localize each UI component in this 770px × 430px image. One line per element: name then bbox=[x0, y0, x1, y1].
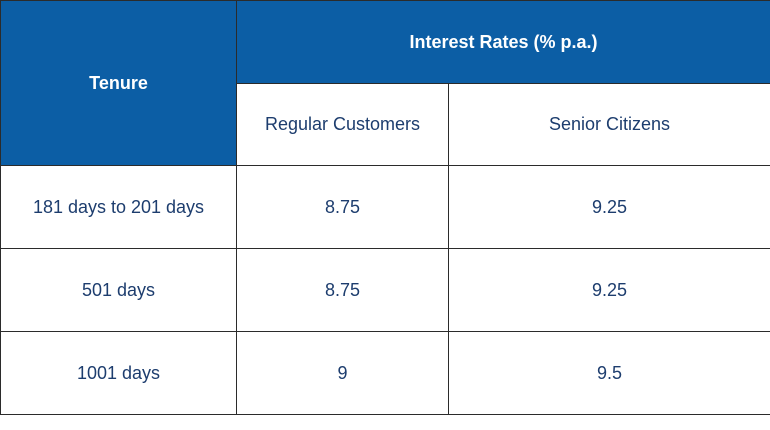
header-row: Tenure Interest Rates (% p.a.) bbox=[0, 0, 770, 166]
tenure-cell: 501 days bbox=[0, 248, 237, 332]
tenure-cell: 181 days to 201 days bbox=[0, 165, 237, 249]
data-row: 181 days to 201 days 8.75 9.25 bbox=[0, 165, 770, 249]
rate-cell: 9 bbox=[236, 331, 449, 415]
column-header: Senior Citizens bbox=[448, 83, 770, 166]
rate-cell: 9.25 bbox=[448, 248, 770, 332]
rate-cell: 8.75 bbox=[236, 165, 449, 249]
tenure-header: Tenure bbox=[0, 0, 237, 166]
rate-cell: 8.75 bbox=[236, 248, 449, 332]
subheader-row: Regular Customers Senior Citizens bbox=[1, 83, 770, 166]
interest-header: Interest Rates (% p.a.) bbox=[236, 0, 770, 84]
rates-table: Tenure Interest Rates (% p.a.) Regular C… bbox=[0, 0, 770, 415]
data-row: 501 days 8.75 9.25 bbox=[0, 248, 770, 332]
rate-cell: 9.5 bbox=[448, 331, 770, 415]
data-row: 1001 days 9 9.5 bbox=[0, 331, 770, 415]
column-header: Regular Customers bbox=[236, 83, 449, 166]
table-body: 181 days to 201 days 8.75 9.25 501 days 8.75… bbox=[0, 165, 770, 415]
tenure-cell: 1001 days bbox=[0, 331, 237, 415]
rate-cell: 9.25 bbox=[448, 165, 770, 249]
